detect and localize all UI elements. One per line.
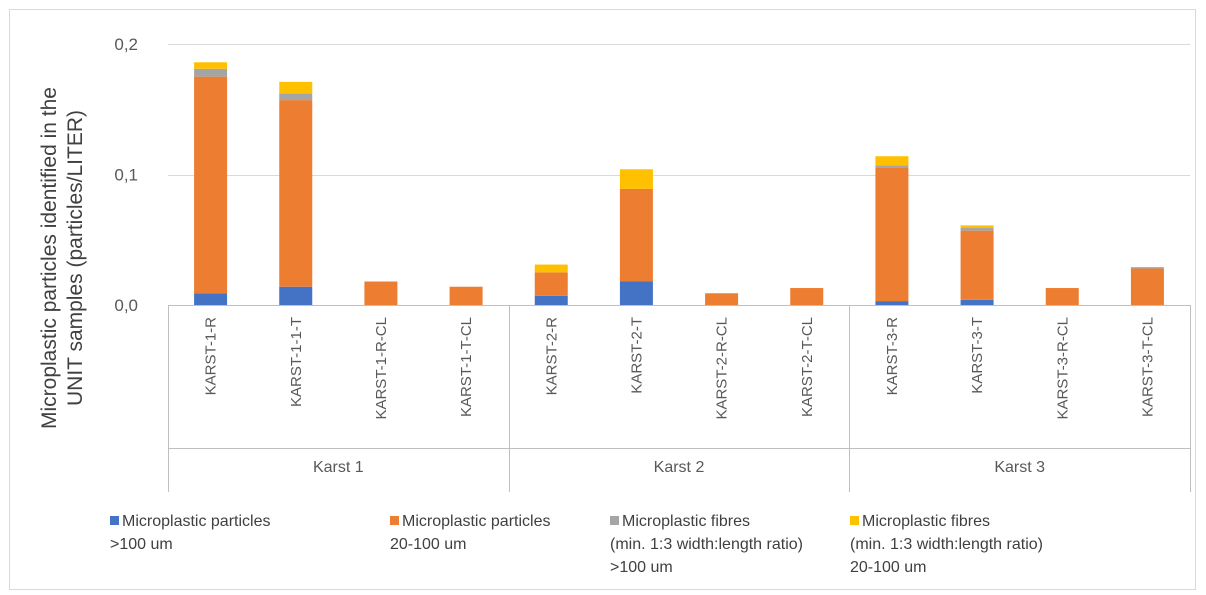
legend-swatch xyxy=(390,516,399,525)
x-category-label: KARST-3-R-CL xyxy=(1054,317,1071,420)
axes xyxy=(168,305,1191,492)
x-category-label: KARST-2-T xyxy=(628,317,645,394)
bar-segment xyxy=(449,286,483,305)
legend-label: Microplastic fibres xyxy=(862,513,990,530)
bar-segment xyxy=(790,288,824,305)
bar-segment xyxy=(194,68,228,77)
y-axis-label: Microplastic particles identified in the… xyxy=(38,87,87,429)
x-group-label: Karst 2 xyxy=(654,459,705,476)
x-category-label: KARST-1-1-T xyxy=(288,317,305,407)
bar-segment xyxy=(875,165,909,168)
legend-swatch xyxy=(850,516,859,525)
legend: Microplastic particles >100 um Microplasti… xyxy=(110,513,1043,576)
y-tick-label: 0,0 xyxy=(114,296,138,315)
bar-segment xyxy=(279,81,313,94)
x-category-label: KARST-2-R xyxy=(543,317,560,396)
bar-segment xyxy=(619,169,653,189)
bar-segment xyxy=(619,281,653,305)
bar-segment xyxy=(619,188,653,282)
bar-segment xyxy=(364,281,398,305)
legend-label: (min. 1:3 width:length ratio) xyxy=(850,536,1043,553)
gridlines xyxy=(168,44,1190,176)
bar-segment xyxy=(960,228,994,231)
legend-label: >100 um xyxy=(610,559,673,576)
x-category-label: KARST-1-R-CL xyxy=(373,317,390,420)
x-category-label: KARST-3-R xyxy=(884,317,901,396)
y-axis-label-line: Microplastic particles identified in the xyxy=(38,87,61,429)
legend-label: >100 um xyxy=(110,536,173,553)
bar-segment xyxy=(960,230,994,300)
bar-segment xyxy=(194,293,228,305)
bar-segment xyxy=(279,100,313,287)
x-category-label: KARST-3-T xyxy=(969,317,986,394)
legend-swatch xyxy=(110,516,119,525)
bar-segment xyxy=(534,264,568,273)
bar-segment xyxy=(534,295,568,305)
x-category-label: KARST-1-T-CL xyxy=(458,317,475,417)
chart-border xyxy=(9,9,1196,590)
bar-segment xyxy=(875,156,909,166)
bar-segment xyxy=(194,62,228,69)
x-category-label: KARST-2-R-CL xyxy=(714,317,731,420)
y-tick-labels: 0,0 0,1 0,2 xyxy=(114,35,138,315)
bar-segment xyxy=(194,76,228,294)
x-category-labels: KARST-1-R KARST-1-1-T KARST-1-R-CL KARST-1-… xyxy=(203,317,1157,420)
x-group-label: Karst 1 xyxy=(313,459,364,476)
legend-label: Microplastic particles xyxy=(402,513,550,530)
legend-label: (min. 1:3 width:length ratio) xyxy=(610,536,803,553)
x-group-labels: Karst 1 Karst 2 Karst 3 xyxy=(313,459,1045,476)
bar-segment xyxy=(279,93,313,101)
bar-segment xyxy=(875,167,909,302)
legend-label: 20-100 um xyxy=(850,559,927,576)
x-category-label: KARST-2-T-CL xyxy=(799,317,816,417)
x-group-label: Karst 3 xyxy=(994,459,1045,476)
x-category-label: KARST-1-R xyxy=(203,317,220,396)
legend-label: Microplastic particles xyxy=(122,513,270,530)
legend-label: Microplastic fibres xyxy=(622,513,750,530)
y-tick-label: 0,2 xyxy=(114,35,138,54)
bar-segment xyxy=(1130,268,1164,305)
x-category-label: KARST-3-T-CL xyxy=(1139,317,1156,417)
legend-swatch xyxy=(610,516,619,525)
bar-segment xyxy=(960,299,994,305)
bar-segment xyxy=(1045,288,1079,305)
y-tick-label: 0,1 xyxy=(114,166,138,185)
y-axis-label-line: UNIT samples (particles/LITER) xyxy=(64,110,87,406)
bar-segment xyxy=(705,293,739,305)
bar-segment xyxy=(960,225,994,229)
bar-segment xyxy=(875,301,909,305)
bar-segment xyxy=(1130,267,1164,269)
bar-segment xyxy=(279,286,313,305)
bars xyxy=(194,62,1164,305)
bar-segment xyxy=(534,272,568,296)
legend-label: 20-100 um xyxy=(390,536,467,553)
